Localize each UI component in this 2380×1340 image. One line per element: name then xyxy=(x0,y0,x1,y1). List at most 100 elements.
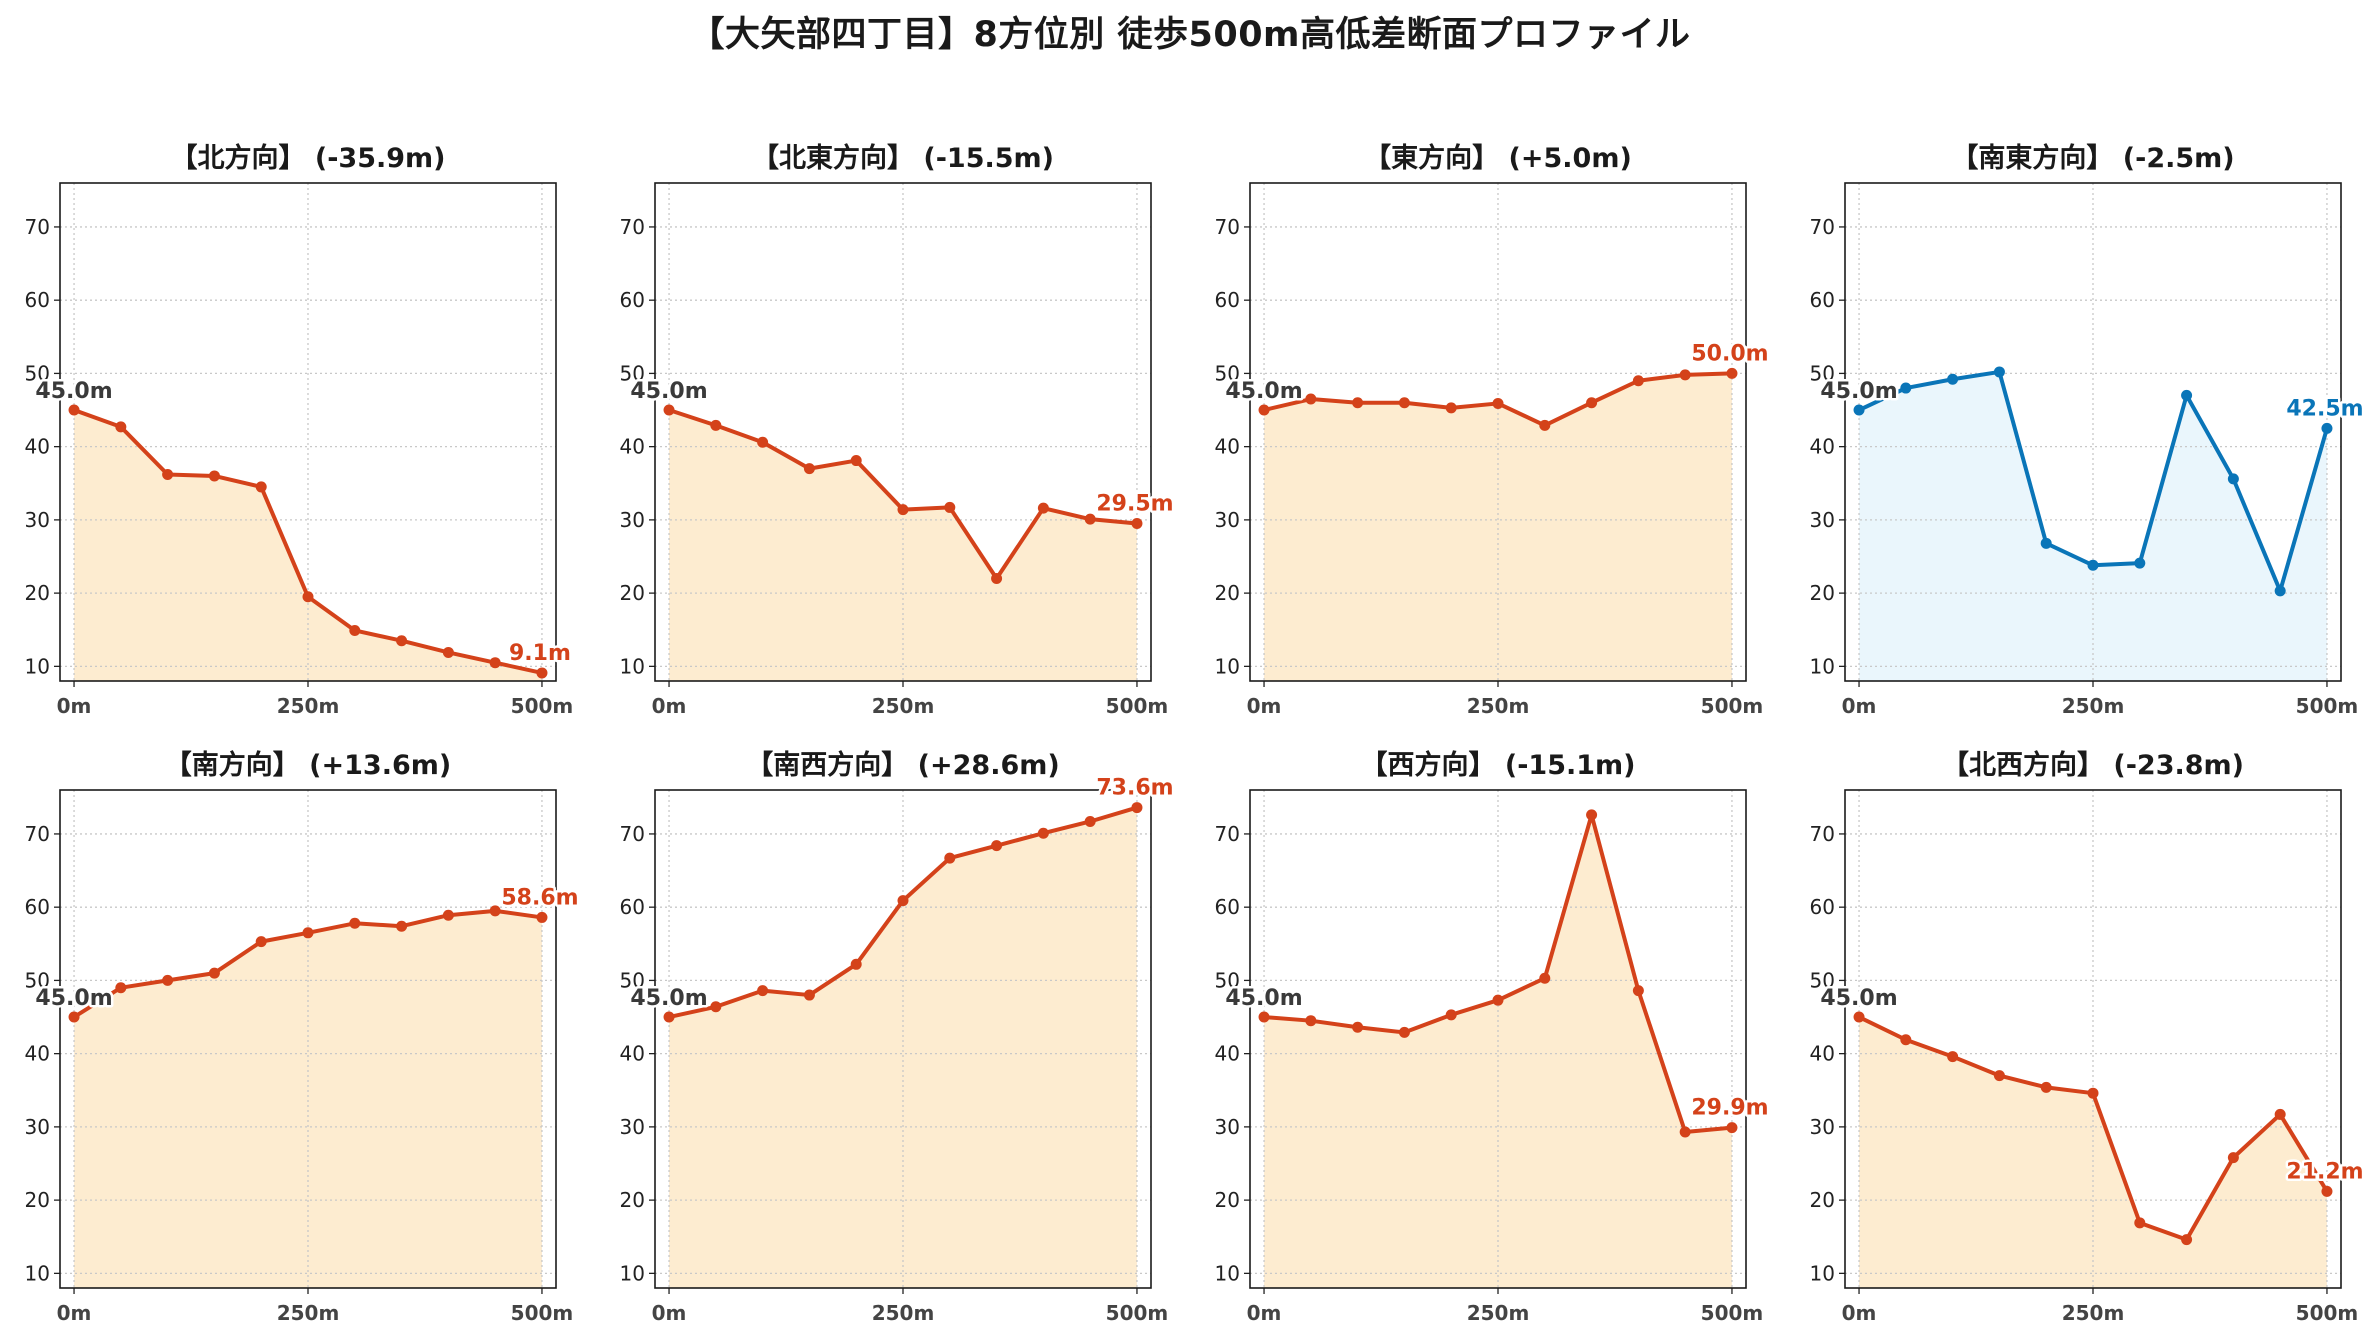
y-tick-label: 70 xyxy=(620,215,645,239)
x-tick-label: 250m xyxy=(2062,1301,2125,1325)
panel-title: 【南西方向】 (+28.6m) xyxy=(746,749,1059,781)
x-tick-label: 500m xyxy=(2296,1301,2359,1325)
end-value-label: 21.2m xyxy=(2286,1159,2363,1184)
data-point xyxy=(489,657,501,669)
y-tick-label: 50 xyxy=(620,968,645,992)
chart-panel-2: 【北東方向】 (-15.5m) 10 20 30 40 50 60 70 0m 250m 500m 4… xyxy=(620,142,1177,718)
y-tick-label: 30 xyxy=(620,1115,645,1139)
x-tick-label: 500m xyxy=(1106,1301,1169,1325)
data-point xyxy=(1586,809,1598,821)
data-point xyxy=(1679,1126,1691,1138)
data-point xyxy=(1539,419,1551,431)
data-point xyxy=(1679,369,1691,381)
y-tick-label: 20 xyxy=(620,581,645,605)
data-point xyxy=(442,646,454,658)
data-point xyxy=(1726,367,1738,379)
x-tick-label: 0m xyxy=(1247,694,1282,718)
end-value-label: 58.6m xyxy=(501,885,578,910)
panel-title: 【北方向】 (-35.9m) xyxy=(170,142,445,174)
data-point xyxy=(1726,1122,1738,1134)
y-tick-label: 50 xyxy=(1215,968,1240,992)
axes-frame xyxy=(1249,182,1747,682)
data-point xyxy=(991,840,1003,852)
chart-panel-7: 【西方向】 (-15.1m) 10 20 30 40 50 60 70 0m 250m 500m 45… xyxy=(1215,749,1772,1325)
data-point xyxy=(1258,404,1270,416)
y-tick-label: 20 xyxy=(25,581,50,605)
data-point xyxy=(208,470,220,482)
x-tick-label: 500m xyxy=(511,1301,574,1325)
data-point xyxy=(2227,473,2239,485)
data-point xyxy=(2087,1087,2099,1099)
y-tick-label: 40 xyxy=(25,435,50,459)
y-tick-label: 40 xyxy=(620,435,645,459)
y-tick-label: 60 xyxy=(1215,895,1240,919)
data-point xyxy=(68,404,80,416)
y-tick-label: 30 xyxy=(25,1115,50,1139)
data-point xyxy=(757,436,769,448)
data-point xyxy=(944,852,956,864)
page-title: 【大矢部四丁目】8方位別 徒歩500m高低差断面プロファイル xyxy=(689,15,1691,55)
area-fill xyxy=(669,410,1137,681)
data-point xyxy=(1352,397,1364,409)
data-point xyxy=(757,985,769,997)
data-point xyxy=(1900,382,1912,394)
data-point xyxy=(396,920,408,932)
end-value-label: 29.9m xyxy=(1691,1096,1768,1121)
data-point xyxy=(944,501,956,513)
data-point xyxy=(1492,994,1504,1006)
y-tick-label: 40 xyxy=(620,1042,645,1066)
data-point xyxy=(803,989,815,1001)
x-tick-label: 500m xyxy=(2296,694,2359,718)
data-point xyxy=(2321,422,2333,434)
x-tick-label: 250m xyxy=(277,694,340,718)
data-point xyxy=(1305,1015,1317,1027)
x-tick-label: 500m xyxy=(1701,694,1764,718)
x-tick-label: 250m xyxy=(872,694,935,718)
x-tick-label: 0m xyxy=(57,694,92,718)
y-tick-label: 70 xyxy=(25,822,50,846)
x-tick-label: 0m xyxy=(1842,694,1877,718)
data-point xyxy=(536,667,548,679)
data-point xyxy=(1037,827,1049,839)
start-value-label: 45.0m xyxy=(1225,379,1302,404)
data-point xyxy=(349,624,361,636)
x-tick-label: 250m xyxy=(1467,1301,1530,1325)
x-tick-label: 500m xyxy=(1106,694,1169,718)
y-tick-label: 40 xyxy=(1810,435,1835,459)
y-tick-label: 30 xyxy=(1215,1115,1240,1139)
data-point xyxy=(1352,1021,1364,1033)
x-tick-label: 250m xyxy=(277,1301,340,1325)
y-tick-label: 70 xyxy=(1215,215,1240,239)
data-point xyxy=(2321,1185,2333,1197)
data-point xyxy=(1398,397,1410,409)
data-point xyxy=(162,468,174,480)
data-point xyxy=(1131,802,1143,814)
data-point xyxy=(1947,373,1959,385)
y-tick-label: 50 xyxy=(620,361,645,385)
data-point xyxy=(1632,375,1644,387)
data-point xyxy=(1853,1011,1865,1023)
data-point xyxy=(897,895,909,907)
data-point xyxy=(1492,397,1504,409)
data-point xyxy=(1993,366,2005,378)
y-tick-label: 70 xyxy=(25,215,50,239)
y-tick-label: 50 xyxy=(1215,361,1240,385)
data-point xyxy=(1539,972,1551,984)
data-point xyxy=(710,1001,722,1013)
panel-title: 【北西方向】 (-23.8m) xyxy=(1942,749,2244,781)
data-point xyxy=(68,1011,80,1023)
y-tick-label: 30 xyxy=(1810,1115,1835,1139)
area-fill xyxy=(1859,1017,2327,1288)
x-tick-label: 250m xyxy=(1467,694,1530,718)
y-tick-label: 50 xyxy=(25,968,50,992)
y-tick-label: 10 xyxy=(620,1261,645,1285)
data-point xyxy=(850,958,862,970)
y-tick-label: 30 xyxy=(25,508,50,532)
data-point xyxy=(1900,1034,1912,1046)
data-point xyxy=(162,974,174,986)
data-point xyxy=(1947,1051,1959,1063)
x-tick-label: 250m xyxy=(872,1301,935,1325)
data-point xyxy=(2040,537,2052,549)
data-point xyxy=(302,927,314,939)
